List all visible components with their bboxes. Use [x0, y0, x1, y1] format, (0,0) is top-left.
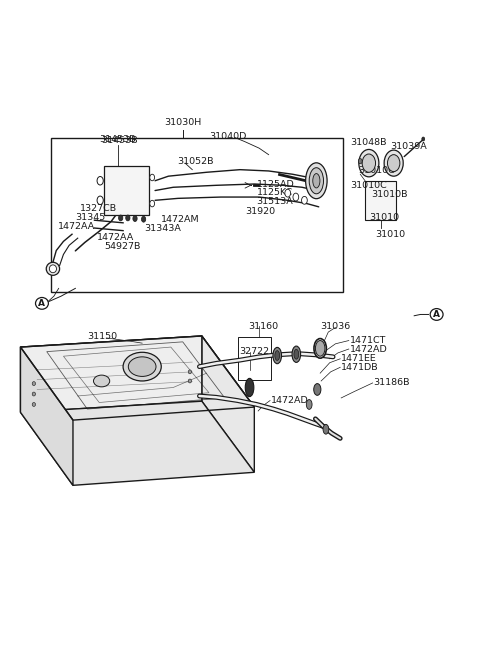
- Ellipse shape: [387, 155, 400, 172]
- Ellipse shape: [275, 350, 280, 360]
- Text: A: A: [433, 310, 440, 319]
- Ellipse shape: [126, 215, 130, 221]
- Ellipse shape: [150, 200, 155, 207]
- Text: 1472AD: 1472AD: [350, 345, 387, 354]
- Text: 31453B: 31453B: [99, 136, 136, 145]
- Ellipse shape: [359, 149, 379, 177]
- Text: 32722: 32722: [239, 347, 269, 356]
- Ellipse shape: [294, 349, 299, 359]
- Ellipse shape: [306, 163, 327, 198]
- Ellipse shape: [150, 174, 155, 181]
- Text: 31030H: 31030H: [164, 118, 201, 126]
- Ellipse shape: [36, 297, 48, 309]
- Text: A: A: [38, 299, 46, 308]
- Text: 31010: 31010: [369, 214, 399, 223]
- Text: 1471EE: 1471EE: [341, 354, 377, 364]
- Text: 31040D: 31040D: [209, 132, 246, 141]
- Bar: [104, 166, 149, 215]
- Ellipse shape: [32, 382, 36, 386]
- Polygon shape: [202, 336, 254, 472]
- Text: 1472AD: 1472AD: [271, 396, 309, 405]
- Ellipse shape: [245, 379, 254, 397]
- Ellipse shape: [273, 347, 281, 364]
- Text: 31039A: 31039A: [390, 141, 427, 151]
- Text: 31513A: 31513A: [257, 197, 293, 206]
- Bar: [238, 337, 271, 380]
- Ellipse shape: [306, 400, 312, 409]
- Ellipse shape: [362, 154, 375, 172]
- Ellipse shape: [94, 375, 110, 387]
- Text: 31186B: 31186B: [373, 379, 410, 388]
- Text: 31160: 31160: [249, 322, 279, 331]
- Text: 1125AD: 1125AD: [257, 179, 294, 189]
- Ellipse shape: [49, 265, 57, 272]
- Text: 1472AM: 1472AM: [161, 215, 200, 224]
- Text: 1125KC: 1125KC: [257, 188, 293, 197]
- Text: 31010C: 31010C: [350, 181, 386, 190]
- Ellipse shape: [314, 339, 326, 358]
- Ellipse shape: [32, 403, 36, 406]
- Ellipse shape: [314, 384, 321, 396]
- Text: 31010: 31010: [375, 230, 405, 238]
- Ellipse shape: [285, 189, 290, 197]
- Ellipse shape: [301, 196, 307, 204]
- Text: 31052B: 31052B: [177, 157, 214, 166]
- Ellipse shape: [142, 216, 146, 222]
- Polygon shape: [21, 336, 202, 412]
- Text: 31048B: 31048B: [350, 138, 386, 147]
- Ellipse shape: [97, 196, 103, 204]
- Ellipse shape: [97, 176, 103, 185]
- Ellipse shape: [119, 215, 123, 221]
- Text: 31010B: 31010B: [371, 190, 408, 199]
- Text: 54927B: 54927B: [104, 242, 140, 251]
- Ellipse shape: [309, 168, 324, 194]
- Text: 1327CB: 1327CB: [80, 204, 117, 213]
- Ellipse shape: [188, 379, 192, 383]
- Text: 31920: 31920: [245, 207, 275, 216]
- Text: 31343A: 31343A: [144, 224, 181, 233]
- Ellipse shape: [422, 137, 425, 141]
- Bar: [365, 181, 396, 220]
- Text: 31010C: 31010C: [358, 166, 395, 175]
- Ellipse shape: [313, 174, 320, 188]
- Text: 1471DB: 1471DB: [341, 363, 379, 372]
- Text: 1472AA: 1472AA: [97, 233, 134, 242]
- Ellipse shape: [430, 309, 443, 320]
- Polygon shape: [21, 402, 254, 485]
- Text: 31150: 31150: [87, 332, 118, 341]
- Ellipse shape: [293, 193, 299, 201]
- Ellipse shape: [359, 159, 362, 164]
- Text: 1472AA: 1472AA: [58, 222, 95, 231]
- Ellipse shape: [133, 215, 137, 221]
- Ellipse shape: [128, 357, 156, 377]
- Bar: [51, 138, 343, 291]
- Text: 1471CT: 1471CT: [350, 336, 386, 345]
- Text: 31453B: 31453B: [102, 136, 138, 145]
- Ellipse shape: [32, 392, 36, 396]
- Polygon shape: [21, 347, 73, 485]
- Ellipse shape: [292, 346, 300, 362]
- Polygon shape: [21, 336, 254, 420]
- Text: 31036: 31036: [320, 322, 350, 331]
- Ellipse shape: [123, 352, 161, 381]
- Ellipse shape: [46, 262, 60, 275]
- Ellipse shape: [188, 370, 192, 374]
- Ellipse shape: [315, 341, 325, 356]
- Ellipse shape: [323, 424, 329, 434]
- Text: 31345: 31345: [75, 213, 106, 222]
- Ellipse shape: [384, 150, 403, 176]
